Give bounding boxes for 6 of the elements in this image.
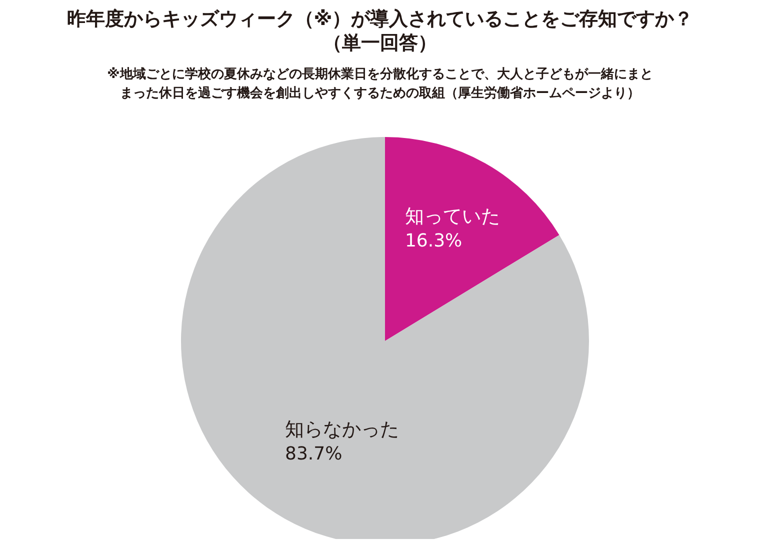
- slice-label: 知っていた: [404, 205, 500, 228]
- data-label: 16.3%: [404, 230, 462, 252]
- data-label: 83.7%: [285, 444, 342, 465]
- chart-subtitle: ※地域ごとに学校の夏休みなどの長期休業日を分散化することで、大人と子どもが一緒にまとまった休日を過ごす機会を創出しやすくするための取組（厚生労働省ホームページより）: [107, 66, 653, 101]
- slice-label: 知らなかった: [285, 418, 400, 441]
- chart-title: 昨年度からキッズウィーク（※）が導入されていることをご存知ですか？（単一回答）: [66, 8, 694, 54]
